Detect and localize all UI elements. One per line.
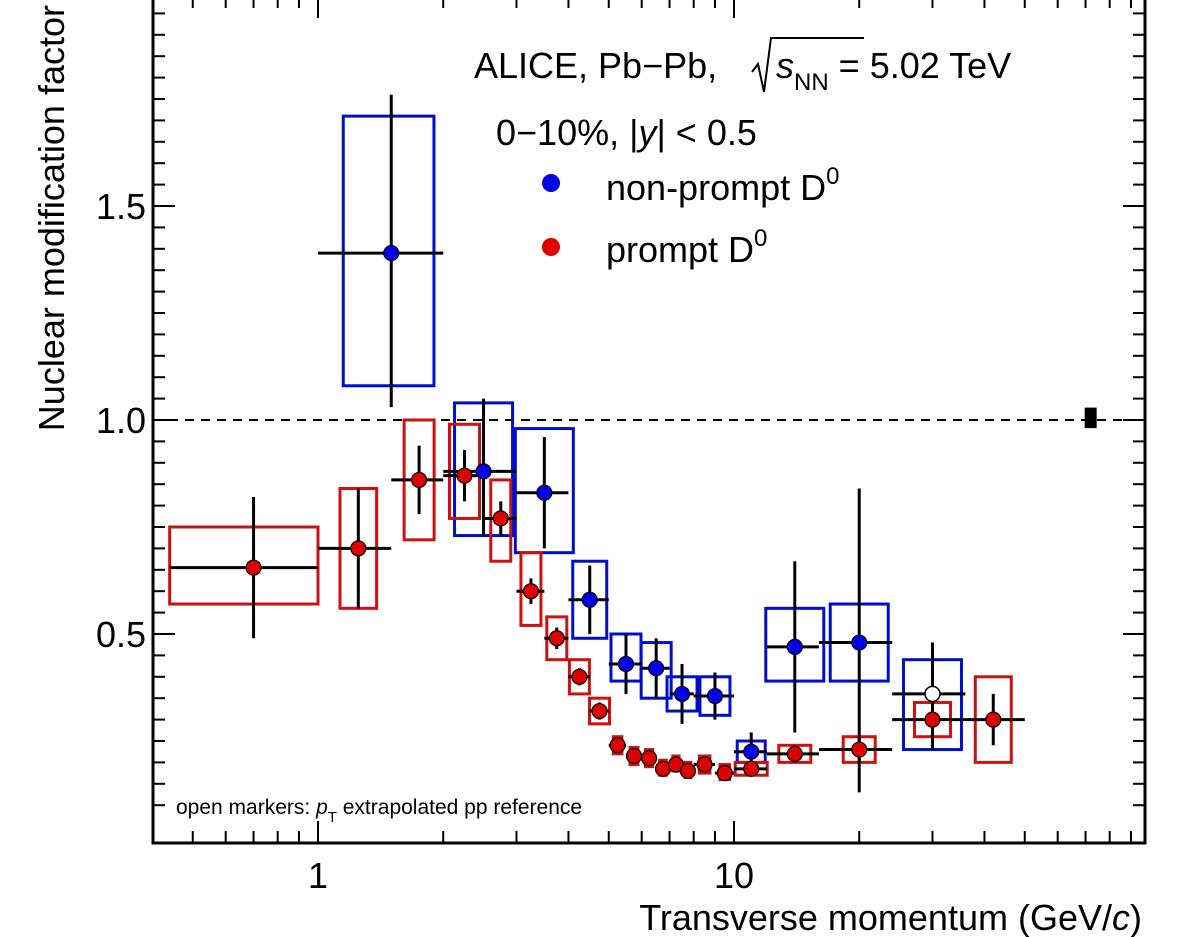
data-point-prompt	[411, 471, 428, 489]
data-point-prompt	[609, 737, 626, 754]
systematic-box-prompt	[588, 696, 612, 726]
plot-frame	[151, 0, 1147, 845]
data-point-prompt	[522, 583, 540, 600]
data-point-non-prompt	[536, 484, 553, 501]
y-tick-label: 1.5	[96, 186, 146, 227]
data-point-prompt	[591, 702, 608, 720]
x-tick-label: 1	[308, 855, 328, 896]
data-point-non-prompt	[581, 591, 598, 608]
data-point-prompt	[786, 745, 803, 762]
data-point-prompt	[548, 630, 565, 647]
systematic-box-prompt	[519, 551, 543, 627]
data-point-non-prompt	[851, 634, 868, 651]
y-tick-label: 0.5	[96, 614, 146, 655]
legend-label-non-prompt: non-prompt D0	[606, 163, 839, 208]
data-point-prompt	[492, 510, 509, 527]
data-point-non-prompt	[648, 660, 665, 677]
data-point-prompt	[716, 764, 733, 782]
data-point-non-prompt	[706, 687, 724, 705]
legend-marker-non-prompt	[542, 174, 560, 192]
footnote: open markers: pT extrapolated pp referen…	[176, 796, 582, 826]
data-points	[245, 244, 1002, 782]
data-point-prompt	[924, 711, 941, 728]
y-axis-title: Nuclear modification factor	[31, 5, 72, 431]
data-point-prompt	[245, 559, 262, 576]
legend-marker-prompt	[542, 238, 560, 256]
data-point-prompt	[985, 711, 1002, 728]
energy-label: sNN = 5.02 TeV	[751, 37, 1011, 96]
normalization-uncertainty-box	[1084, 407, 1097, 429]
data-point-prompt	[743, 760, 760, 777]
data-point-non-prompt	[383, 244, 400, 262]
systematic-box-prompt	[168, 525, 320, 606]
svg-text:sNN = 5.02 TeV: sNN = 5.02 TeV	[776, 45, 1011, 96]
data-point-non-prompt	[786, 638, 803, 655]
x-axis-title: Transverse momentum (GeV/c)	[639, 897, 1142, 937]
systematic-boxes	[168, 114, 1013, 782]
data-point-prompt	[350, 540, 367, 557]
data-point-prompt	[679, 762, 697, 780]
data-point-prompt	[851, 741, 868, 758]
data-point-non-prompt-open	[924, 685, 941, 703]
legend: non-prompt D0 prompt D0	[542, 163, 839, 270]
data-point-prompt	[640, 750, 658, 767]
x-tick-label: 10	[714, 855, 754, 896]
systematic-box-non-prompt	[513, 427, 575, 555]
chart-title: ALICE, Pb−Pb,	[474, 45, 717, 86]
data-point-non-prompt	[673, 685, 691, 703]
centrality-rapidity-label: 0−10%, |y| < 0.5	[496, 112, 757, 153]
data-point-non-prompt	[743, 743, 760, 760]
legend-label-prompt: prompt D0	[606, 225, 767, 270]
data-point-non-prompt	[617, 655, 635, 673]
data-series	[168, 94, 1025, 793]
data-point-prompt	[625, 747, 643, 765]
data-point-prompt	[571, 668, 588, 685]
systematic-box-non-prompt	[341, 114, 436, 388]
y-tick-label: 1.0	[96, 400, 146, 441]
error-bars	[169, 94, 1025, 793]
systematic-box-prompt	[489, 478, 513, 563]
data-point-prompt	[696, 756, 713, 773]
data-point-non-prompt	[475, 463, 492, 480]
data-point-prompt	[456, 467, 473, 484]
